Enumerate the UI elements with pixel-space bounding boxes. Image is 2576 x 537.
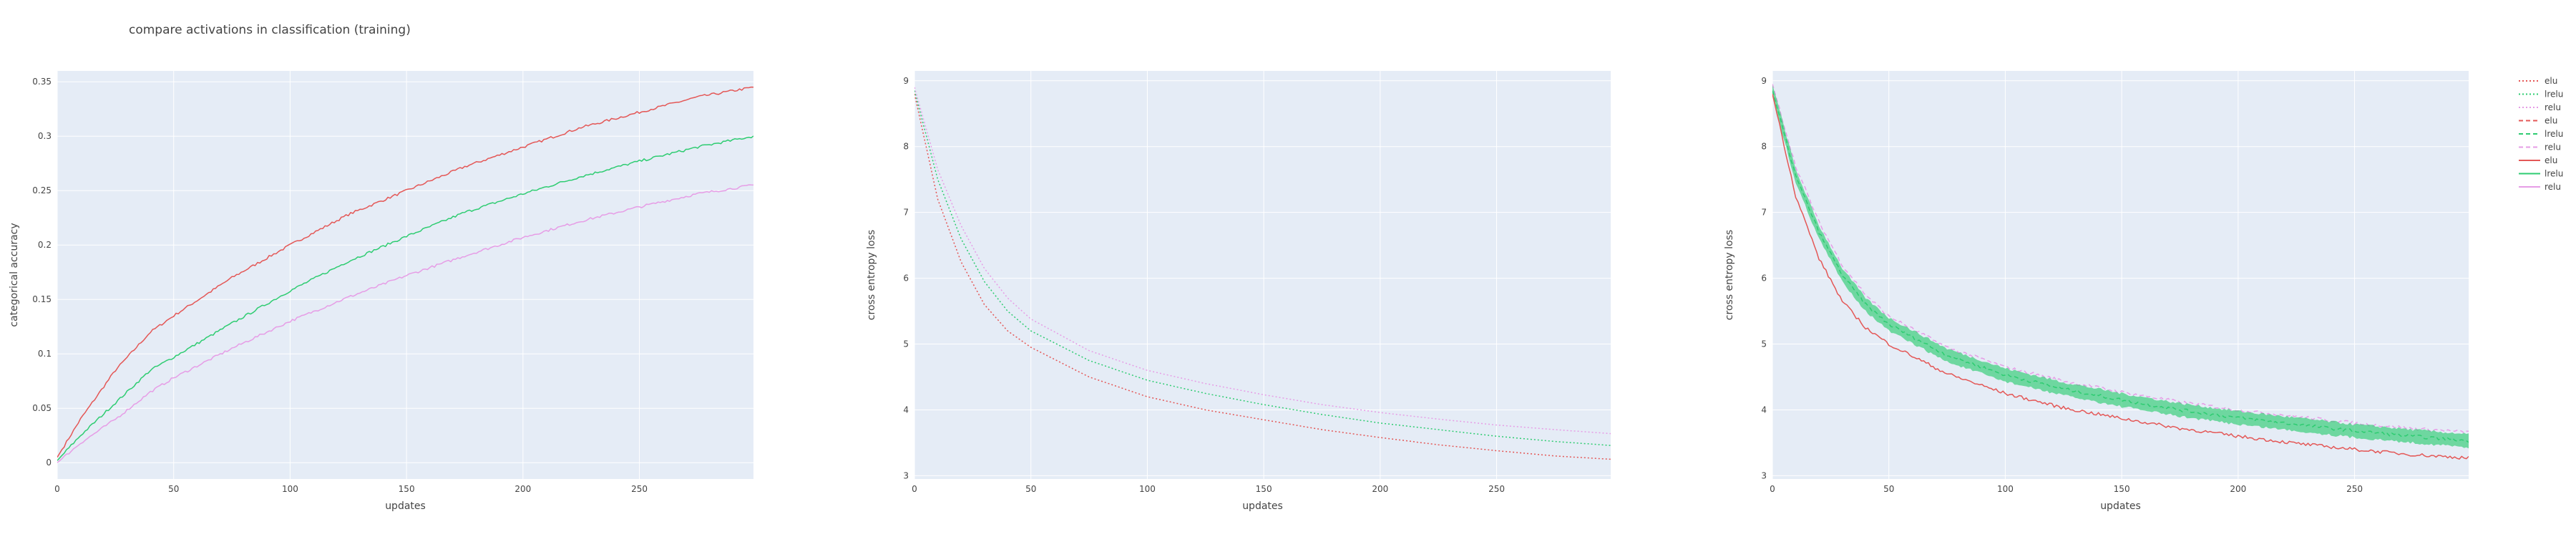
y-tick-label: 6	[903, 274, 909, 284]
x-tick-label: 0	[912, 484, 917, 494]
x-tick-label: 50	[168, 484, 179, 494]
figure-title: compare activations in classification (t…	[129, 23, 411, 37]
y-tick-label: 0.25	[32, 185, 52, 195]
x-tick-label: 100	[1997, 484, 2014, 494]
y-tick-label: 9	[903, 76, 909, 86]
y-tick-label: 0.15	[32, 294, 52, 304]
x-tick-label: 150	[399, 484, 415, 494]
x-tick-label: 150	[1256, 484, 1272, 494]
elu-line	[57, 86, 753, 458]
y-tick-label: 8	[1761, 142, 1767, 152]
x-tick-label: 0	[54, 484, 60, 494]
relu-line	[1772, 84, 2469, 434]
y-tick-label: 4	[1761, 405, 1767, 415]
y-axis-title: cross entropy loss	[1724, 230, 1735, 320]
plot-area	[1772, 71, 2469, 479]
lrelu-band	[1772, 84, 2469, 449]
y-tick-label: 0.2	[38, 240, 52, 250]
x-tick-label: 100	[1139, 484, 1156, 494]
legend-label-elu: elu	[2545, 116, 2557, 126]
y-tick-label: 5	[903, 339, 909, 349]
y-tick-label: 7	[903, 208, 909, 218]
y-tick-label: 6	[1761, 274, 1767, 284]
legend-label-relu: relu	[2545, 102, 2561, 112]
x-tick-label: 200	[1372, 484, 1388, 494]
legend-label-lrelu: lrelu	[2545, 129, 2563, 139]
y-tick-label: 8	[903, 142, 909, 152]
y-tick-label: 0.35	[32, 77, 52, 87]
x-tick-label: 250	[1488, 484, 1505, 494]
x-tick-label: 50	[1025, 484, 1036, 494]
plot-area	[914, 71, 1611, 479]
legend-label-elu: elu	[2545, 76, 2557, 86]
y-axis-title: categorical accuracy	[9, 223, 20, 326]
y-tick-label: 5	[1761, 339, 1767, 349]
y-tick-label: 0.1	[38, 349, 52, 359]
x-tick-label: 250	[2346, 484, 2363, 494]
x-tick-label: 0	[1770, 484, 1775, 494]
elu-line	[914, 94, 1611, 460]
plot-area	[57, 71, 753, 479]
legend-label-lrelu: lrelu	[2545, 90, 2563, 100]
x-tick-label: 100	[282, 484, 298, 494]
y-tick-label: 3	[1761, 470, 1767, 480]
relu-line	[914, 87, 1611, 435]
legend-label-lrelu: lrelu	[2545, 169, 2563, 179]
y-tick-label: 0	[46, 458, 52, 468]
legend-label-relu: relu	[2545, 182, 2561, 192]
y-tick-label: 0.05	[32, 403, 52, 413]
x-tick-label: 200	[514, 484, 531, 494]
x-axis-title: updates	[2100, 500, 2141, 512]
y-tick-label: 7	[1761, 208, 1767, 218]
x-tick-label: 50	[1883, 484, 1894, 494]
y-tick-label: 4	[903, 405, 909, 415]
x-axis-title: updates	[1242, 500, 1283, 512]
relu-line	[57, 184, 753, 463]
y-tick-label: 3	[903, 470, 909, 480]
elu-line	[1772, 94, 2469, 460]
y-tick-label: 9	[1761, 76, 1767, 86]
y-tick-label: 0.3	[38, 131, 52, 141]
x-axis-title: updates	[385, 500, 426, 512]
x-tick-label: 200	[2230, 484, 2246, 494]
y-axis-title: cross entropy loss	[866, 230, 877, 320]
x-tick-label: 150	[2114, 484, 2130, 494]
legend-label-elu: elu	[2545, 155, 2557, 165]
legend-label-relu: relu	[2545, 142, 2561, 153]
lrelu-line	[57, 135, 753, 461]
x-tick-label: 250	[631, 484, 648, 494]
